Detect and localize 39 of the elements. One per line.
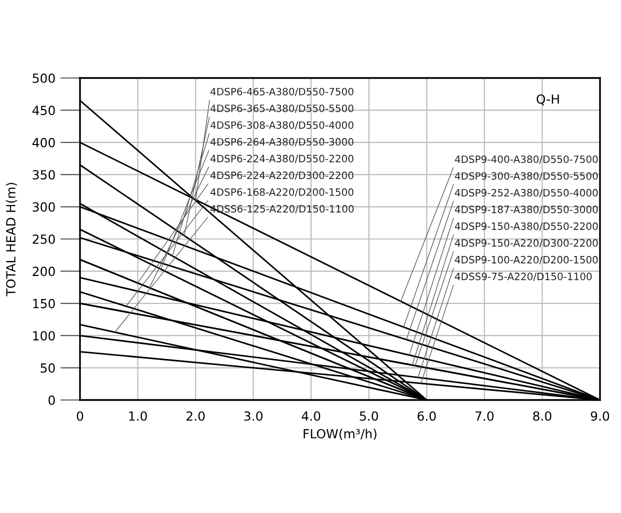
y-tick-label: 400 xyxy=(32,138,55,148)
y-tick-label: 200 xyxy=(32,266,55,276)
x-tick-label: 6.0 xyxy=(418,411,436,421)
y-tick-label: 300 xyxy=(32,202,55,212)
annotation: 4DSP9-150-A220/D300-2200 xyxy=(454,239,598,248)
x-tick-label: 3.0 xyxy=(244,411,262,421)
y-axis-title: TOTAL HEAD H(m) xyxy=(6,182,17,296)
x-tick-label: 0 xyxy=(76,411,84,421)
x-tick-label: 2.0 xyxy=(186,411,205,421)
x-axis-title: FLOW(m³/h) xyxy=(304,428,376,440)
y-tick-label: 500 xyxy=(32,73,55,83)
x-tick-label: 7.0 xyxy=(476,411,494,421)
annotation: 4DSP6-264-A380/D550-3000 xyxy=(210,138,354,146)
annotation: 4DSP6-308-A380/D550-4000 xyxy=(210,121,354,130)
x-tick-label: 8.0 xyxy=(533,411,552,421)
annotation: 4DSP6-465-A380/D550-7500 xyxy=(210,88,354,96)
x-tick-label: 1.0 xyxy=(129,411,147,421)
y-tick-label: 450 xyxy=(32,106,55,116)
x-tick-label: 9.0 xyxy=(590,411,610,421)
y-tick-label: 350 xyxy=(32,170,55,180)
annotation: 4DSP9-300-A380/D550-5500 xyxy=(454,172,598,181)
annotation: 4DSP9-252-A380/D550-4000 xyxy=(454,188,598,198)
annotation: 4DSP6-224-A380/D550-2200 xyxy=(210,154,354,164)
x-tick-label: 5.0 xyxy=(360,411,378,421)
annotation: 4DSP9-100-A220/D200-1500 xyxy=(454,256,598,264)
y-tick-label: 150 xyxy=(33,298,55,308)
y-tick-label: 0 xyxy=(48,395,55,405)
y-tick-label: 250 xyxy=(32,234,55,244)
y-tick-label: 100 xyxy=(33,331,55,341)
x-tick-label: 4.0 xyxy=(302,411,320,421)
annotation: 4DSS9-75-A220/D150-1100 xyxy=(454,272,592,282)
annotation: 4DSP9-187-A380/D550-3000 xyxy=(454,206,598,214)
y-tick-label: 50 xyxy=(40,363,55,373)
annotation: Q-H xyxy=(536,94,559,106)
annotation: 4DSP6-365-A380/D550-5500 xyxy=(210,104,354,113)
annotation: 4DSP9-400-A380/D550-7500 xyxy=(454,155,598,164)
annotation: 4DSP6-168-A220/D200-1500 xyxy=(210,188,354,197)
annotation: 4DSP9-150-A380/D550-2200 xyxy=(454,222,598,231)
annotation: 4DSP6-224-A220/D300-2200 xyxy=(210,172,354,180)
